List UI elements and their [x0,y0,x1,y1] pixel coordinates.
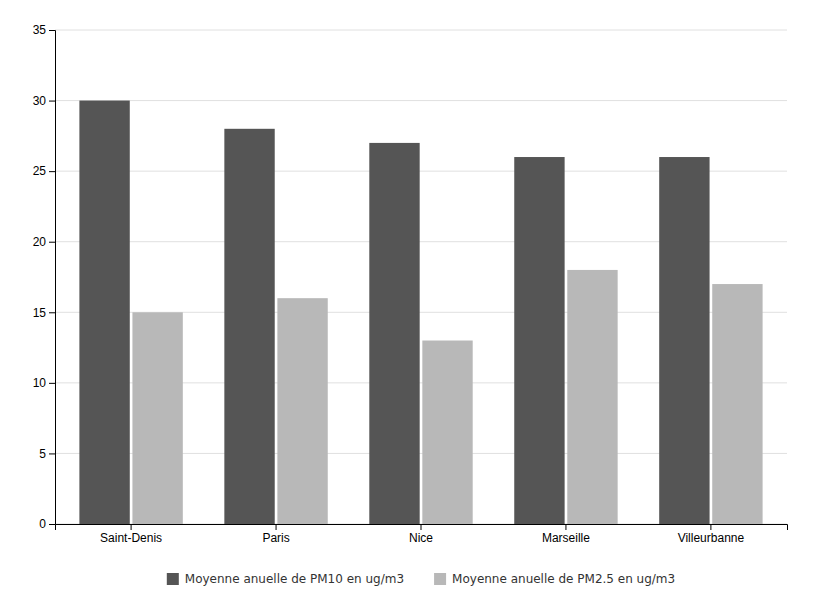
legend-swatch [434,573,446,585]
tick-mark [49,312,55,313]
bar [224,129,274,524]
bar [514,157,564,524]
bar-series [79,101,709,524]
tick: Villeurbanne [678,524,745,545]
tick: 35 [33,23,55,37]
tick-label: Villeurbanne [678,531,745,545]
tick-mark [49,383,55,384]
bar [369,143,419,524]
chart-svg: 0 5 10 15 20 25 30 35 Saint-Denis Paris Nice Marsei… [0,0,817,614]
bar [712,284,762,524]
tick: 15 [33,306,55,320]
tick-mark [49,101,55,102]
plot-area: 0 5 10 15 20 25 30 35 Saint-Denis Paris Nice Marsei… [33,23,788,544]
tick-mark [565,524,566,530]
legend-item: Moyenne anuelle de PM10 en ug/m3 [167,572,404,586]
axis-domain [49,31,56,525]
tick: 30 [33,94,55,108]
tick-label: 5 [39,447,46,461]
tick: Marseille [542,524,590,545]
tick-label: 10 [33,376,47,390]
legend-label: Moyenne anuelle de PM2.5 en ug/m3 [452,572,675,586]
grid-line [55,30,787,31]
tick-mark [710,524,711,530]
x-axis: Saint-Denis Paris Nice Marseille Villeurbann… [56,524,788,545]
grid [55,30,787,524]
tick-mark [49,242,55,243]
tick: 10 [33,376,55,390]
bars [79,101,762,524]
tick: 20 [33,235,55,249]
tick: 25 [33,164,55,178]
tick-label: Saint-Denis [100,531,162,545]
tick-label: 25 [33,164,47,178]
tick-mark [49,524,55,525]
bar-series [132,270,762,524]
bar [132,312,182,524]
tick-mark [421,524,422,530]
tick-label: Paris [262,531,289,545]
tick-label: 15 [33,306,47,320]
tick: Nice [409,524,433,545]
tick-label: Nice [409,531,433,545]
legend-item: Moyenne anuelle de PM2.5 en ug/m3 [434,572,675,586]
chart-container: 0 5 10 15 20 25 30 35 Saint-Denis Paris Nice Marsei… [0,0,817,614]
tick: 5 [39,447,55,461]
bar [567,270,617,524]
bar [422,341,472,524]
y-axis: 0 5 10 15 20 25 30 35 [33,23,56,531]
tick-mark [49,30,55,31]
legend-label: Moyenne anuelle de PM10 en ug/m3 [185,572,404,586]
legend-swatch [167,573,179,585]
bar [277,298,327,524]
tick-label: Marseille [542,531,590,545]
tick-mark [276,524,277,530]
tick: Saint-Denis [100,524,162,545]
bar [79,101,129,524]
axis-domain [56,525,788,531]
tick-label: 20 [33,235,47,249]
tick-label: 30 [33,94,47,108]
grid-line [55,100,787,101]
legend: Moyenne anuelle de PM10 en ug/m3 Moyenne … [167,572,675,586]
tick-mark [49,453,55,454]
tick: 0 [39,517,55,531]
tick-mark [131,524,132,530]
bar [659,157,709,524]
tick: Paris [262,524,289,545]
tick-label: 0 [39,517,46,531]
tick-mark [49,171,55,172]
tick-label: 35 [33,23,47,37]
